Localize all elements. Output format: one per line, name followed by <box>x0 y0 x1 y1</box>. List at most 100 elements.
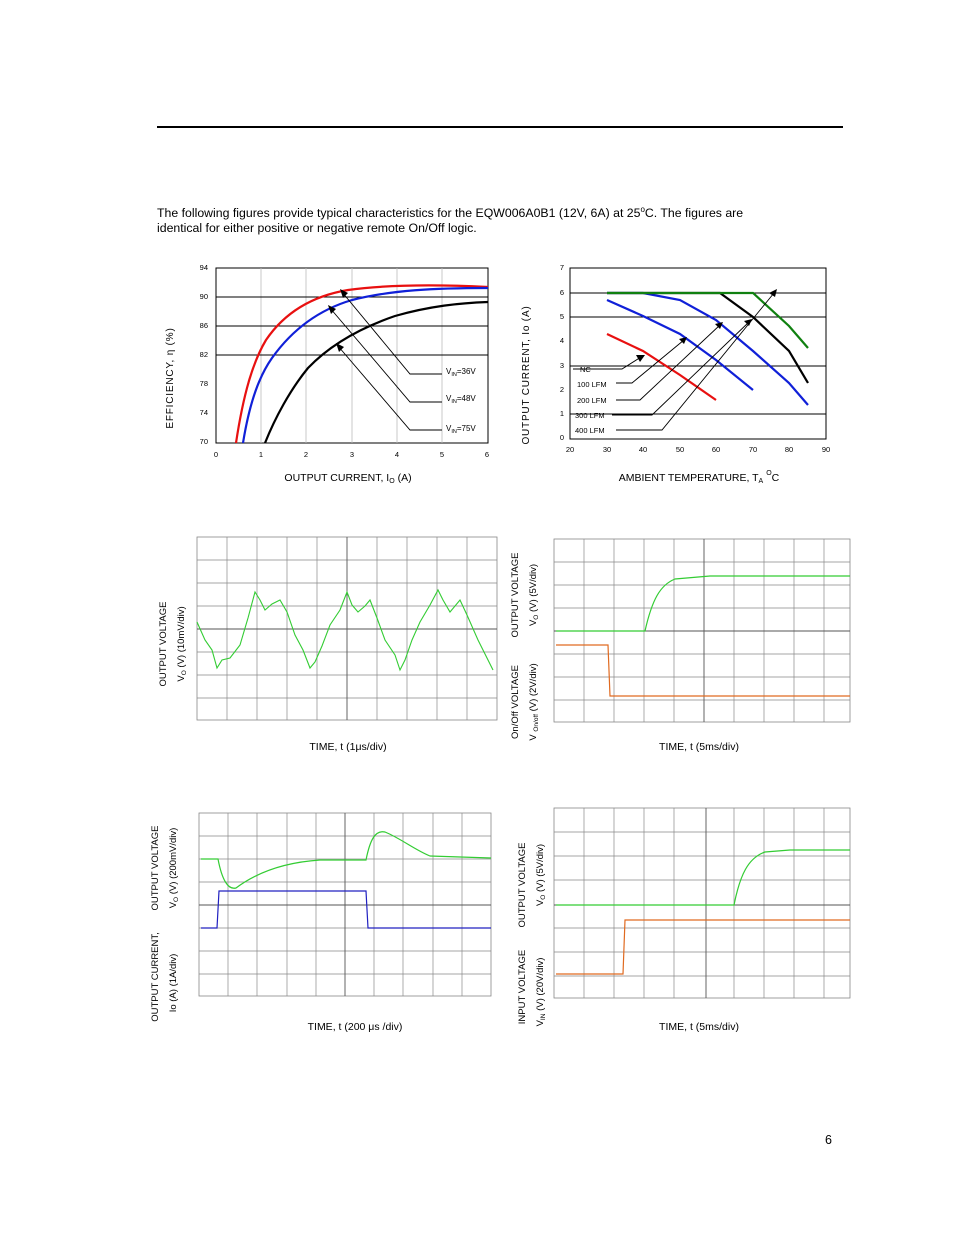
eff-xtick: 6 <box>485 450 489 459</box>
onoff-y-label-1: OUTPUT VOLTAGE <box>510 553 521 638</box>
efficiency-legend: VIN=36V VIN=48V VIN=75V <box>446 367 476 435</box>
derating-plot-frame <box>569 267 827 440</box>
transient-y-label-4: Io (A) (1A/div) <box>168 954 179 1013</box>
intro-degree: o <box>640 205 645 214</box>
legend-400lfm: 400 LFM <box>575 426 605 435</box>
derating-y-axis-label: OUTPUT CURRENT, Io (A) <box>521 305 532 444</box>
transient-y-label-3: OUTPUT CURRENT, <box>150 932 161 1022</box>
header-rule <box>157 126 843 128</box>
onoff-y-label-3: On/Off VOLTAGE <box>510 665 521 739</box>
derating-curve-400lfm <box>607 291 809 349</box>
eff-ytick: 94 <box>200 263 208 272</box>
eff-xtick: 3 <box>350 450 354 459</box>
efficiency-x-axis-label: OUTPUT CURRENT, IO (A) <box>284 472 411 485</box>
vin-input-trace <box>556 919 850 975</box>
der-xtick: 40 <box>639 445 647 454</box>
der-ytick: 5 <box>560 312 564 321</box>
eff-ytick: 70 <box>200 437 208 446</box>
page-number: 6 <box>825 1133 832 1147</box>
scope-ripple: OUTPUT VOLTAGE VO (V) (10mV/div) TIME, t… <box>158 536 498 753</box>
legend-48v: VIN=48V <box>446 394 476 405</box>
eff-ytick: 90 <box>200 292 208 301</box>
der-ytick: 7 <box>560 263 564 272</box>
derating-x-axis-label: AMBIENT TEMPERATURE, TAOC <box>619 470 780 485</box>
transient-iout-trace <box>201 890 491 929</box>
der-ytick: 4 <box>560 336 564 345</box>
efficiency-arrowheads <box>328 289 348 352</box>
eff-xtick: 0 <box>214 450 218 459</box>
onoff-y-label-4: V On/off (V) (2V/div) <box>528 663 540 740</box>
efficiency-curve-36v <box>234 284 489 444</box>
eff-ytick: 86 <box>200 321 208 330</box>
derating-x-ticks: 20 30 40 50 60 70 80 90 <box>566 445 830 454</box>
onoff-enable-trace <box>556 644 850 697</box>
legend-36v: VIN=36V <box>446 367 476 378</box>
efficiency-chart: 94 90 86 82 78 74 70 0 1 2 3 4 5 6 <box>165 263 489 485</box>
der-xtick: 60 <box>712 445 720 454</box>
derating-curve-100lfm <box>606 298 754 391</box>
efficiency-y-axis-label: EFFICIENCY, η (%) <box>165 327 176 428</box>
der-xtick: 20 <box>566 445 574 454</box>
derating-chart: 7 6 5 4 3 2 1 0 20 30 40 50 60 70 80 90 <box>521 263 830 485</box>
legend-200lfm: 200 LFM <box>577 396 607 405</box>
efficiency-y-ticks: 94 90 86 82 78 74 70 <box>200 263 208 446</box>
vin-y-label-4: VIN (V) (20V/div) <box>535 958 547 1027</box>
onoff-vout-trace <box>556 575 850 632</box>
derating-curve-300lfm <box>607 291 809 384</box>
der-ytick: 6 <box>560 288 564 297</box>
vin-x-label: TIME, t (5ms/div) <box>659 1021 739 1033</box>
onoff-y-label-2: VO (V) (5V/div) <box>528 564 540 626</box>
der-ytick: 0 <box>560 433 564 442</box>
der-xtick: 80 <box>785 445 793 454</box>
scope-transient: OUTPUT VOLTAGE VO (V) (200mV/div) OUTPUT… <box>150 812 492 1033</box>
onoff-x-label: TIME, t (5ms/div) <box>659 741 739 753</box>
scope-vin-grid <box>554 808 850 998</box>
der-xtick: 70 <box>749 445 757 454</box>
derating-leaders <box>573 292 775 431</box>
der-ytick: 1 <box>560 409 564 418</box>
vin-y-label-3: INPUT VOLTAGE <box>517 950 528 1024</box>
vin-vout-trace <box>556 849 850 906</box>
legend-75v: VIN=75V <box>446 424 476 435</box>
intro-text-line2: identical for either positive or negativ… <box>157 221 477 236</box>
efficiency-hgrid <box>216 296 488 356</box>
efficiency-x-ticks: 0 1 2 3 4 5 6 <box>214 450 489 459</box>
der-xtick: 90 <box>822 445 830 454</box>
derating-legend: NC 100 LFM 200 LFM 300 LFM 400 LFM <box>575 365 607 435</box>
derating-curve-nc <box>606 333 717 401</box>
eff-ytick: 74 <box>200 408 208 417</box>
transient-y-label-1: OUTPUT VOLTAGE <box>150 826 161 911</box>
efficiency-curve-75v <box>263 300 489 444</box>
legend-nc: NC <box>580 365 591 374</box>
vin-y-label-2: VO (V) (5V/div) <box>535 844 547 906</box>
efficiency-leaders <box>329 291 442 431</box>
intro-text-a: The following figures provide typical ch… <box>157 206 641 221</box>
legend-100lfm: 100 LFM <box>577 380 607 389</box>
scope-vin-frame <box>553 807 851 999</box>
transient-x-label: TIME, t (200 μs /div) <box>308 1021 403 1033</box>
legend-300lfm: 300 LFM <box>575 411 605 420</box>
scope-vin: OUTPUT VOLTAGE VO (V) (5V/div) INPUT VOL… <box>517 807 851 1033</box>
scope-onoff-grid <box>554 539 850 722</box>
ripple-y-label-1: OUTPUT VOLTAGE <box>158 602 169 687</box>
der-xtick: 30 <box>603 445 611 454</box>
der-ytick: 2 <box>560 385 564 394</box>
scope-onoff: OUTPUT VOLTAGE VO (V) (5V/div) On/Off VO… <box>510 538 851 753</box>
efficiency-curve-48v <box>241 286 489 444</box>
vin-y-label-1: OUTPUT VOLTAGE <box>517 843 528 928</box>
der-xtick: 50 <box>676 445 684 454</box>
eff-ytick: 82 <box>200 350 208 359</box>
scope-transient-axes <box>199 813 491 996</box>
transient-y-label-2: VO (V) (200mV/div) <box>168 828 180 909</box>
ripple-trace <box>196 588 494 672</box>
eff-xtick: 2 <box>304 450 308 459</box>
derating-arrowheads <box>636 289 777 362</box>
derating-y-ticks: 7 6 5 4 3 2 1 0 <box>560 263 564 442</box>
der-ytick: 3 <box>560 361 564 370</box>
eff-ytick: 78 <box>200 379 208 388</box>
ripple-y-label-2: VO (V) (10mV/div) <box>176 606 188 681</box>
transient-vout-trace <box>201 831 492 889</box>
ripple-x-label: TIME, t (1μs/div) <box>309 741 386 753</box>
eff-xtick: 5 <box>440 450 444 459</box>
